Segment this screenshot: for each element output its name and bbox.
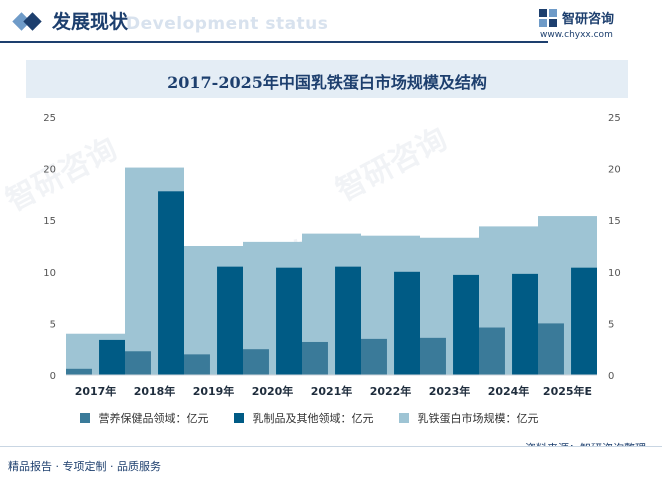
y-tick-label-right: 0 (608, 371, 614, 382)
x-tick-label: 2020年 (252, 384, 294, 398)
legend-item: 乳铁蛋白市场规模：亿元 (399, 410, 539, 426)
x-tick-label: 2024年 (488, 384, 530, 398)
x-tick-label: 2018年 (134, 384, 176, 398)
legend-swatch (234, 413, 244, 423)
bar-dairy (394, 271, 420, 375)
bar-health (420, 337, 446, 375)
y-tick-label-left: 5 (50, 319, 56, 330)
footer-slogan: 精品报告 · 专项定制 · 品质服务 (8, 460, 161, 473)
bar-health (302, 341, 328, 375)
bar-dairy (453, 274, 479, 375)
x-tick-label: 2019年 (193, 384, 235, 398)
page-title: 发展现状 (52, 11, 129, 33)
legend-item: 乳制品及其他领域：亿元 (234, 410, 374, 426)
bar-health (184, 354, 210, 375)
diamond-bullet-icon (12, 12, 42, 31)
bar-dairy (335, 266, 361, 375)
footer-bar: 精品报告 · 专项定制 · 品质服务 (0, 446, 662, 478)
legend-label: 乳铁蛋白市场规模：亿元 (417, 412, 539, 425)
chart-title: 2017-2025年中国乳铁蛋白市场规模及结构 (167, 73, 487, 92)
y-tick-label-left: 10 (43, 268, 56, 279)
legend: 营养保健品领域：亿元 乳制品及其他领域：亿元 乳铁蛋白市场规模：亿元 (80, 410, 561, 426)
brand-logo-icon (539, 9, 557, 27)
header: Development status 发展现状 智研咨询 www.chyxx.c… (0, 0, 662, 44)
legend-swatch (399, 413, 409, 423)
header-ghost-text: Development status (126, 14, 329, 34)
y-tick-label-right: 10 (608, 268, 621, 279)
bar-dairy (512, 273, 538, 375)
x-tick-label: 2017年 (75, 384, 117, 398)
bar-health (361, 338, 387, 375)
x-tick-label: 2025年E (543, 384, 592, 398)
brand-url: www.chyxx.com (540, 30, 613, 40)
legend-item: 营养保健品领域：亿元 (80, 410, 209, 426)
chart-title-band: 2017-2025年中国乳铁蛋白市场规模及结构 (26, 60, 628, 98)
y-tick-label-left: 15 (43, 216, 56, 227)
x-tick-label: 2021年 (311, 384, 353, 398)
brand: 智研咨询 www.chyxx.com (538, 6, 648, 44)
x-tick-label: 2023年 (429, 384, 471, 398)
bar-health (538, 323, 564, 375)
y-tick-label-left: 20 (43, 165, 56, 176)
bar-health (243, 349, 269, 375)
x-tick-label: 2022年 (370, 384, 412, 398)
y-tick-label-right: 20 (608, 165, 621, 176)
y-tick-label-right: 5 (608, 319, 614, 330)
legend-label: 营养保健品领域：亿元 (98, 412, 209, 425)
y-tick-label-left: 0 (50, 371, 56, 382)
y-tick-label-right: 25 (608, 113, 621, 124)
header-divider (0, 41, 548, 43)
bar-dairy (276, 267, 302, 375)
bar-dairy (217, 266, 243, 375)
bar-health (66, 368, 92, 375)
brand-name: 智研咨询 (562, 12, 615, 27)
legend-swatch (80, 413, 90, 423)
bar-dairy (158, 191, 184, 375)
y-tick-label-right: 15 (608, 216, 621, 227)
legend-label: 乳制品及其他领域：亿元 (252, 412, 374, 425)
bar-health (125, 351, 151, 375)
bar-health (479, 327, 505, 375)
y-tick-label-left: 25 (43, 113, 56, 124)
bar-dairy (571, 267, 597, 375)
bar-dairy (99, 339, 125, 375)
